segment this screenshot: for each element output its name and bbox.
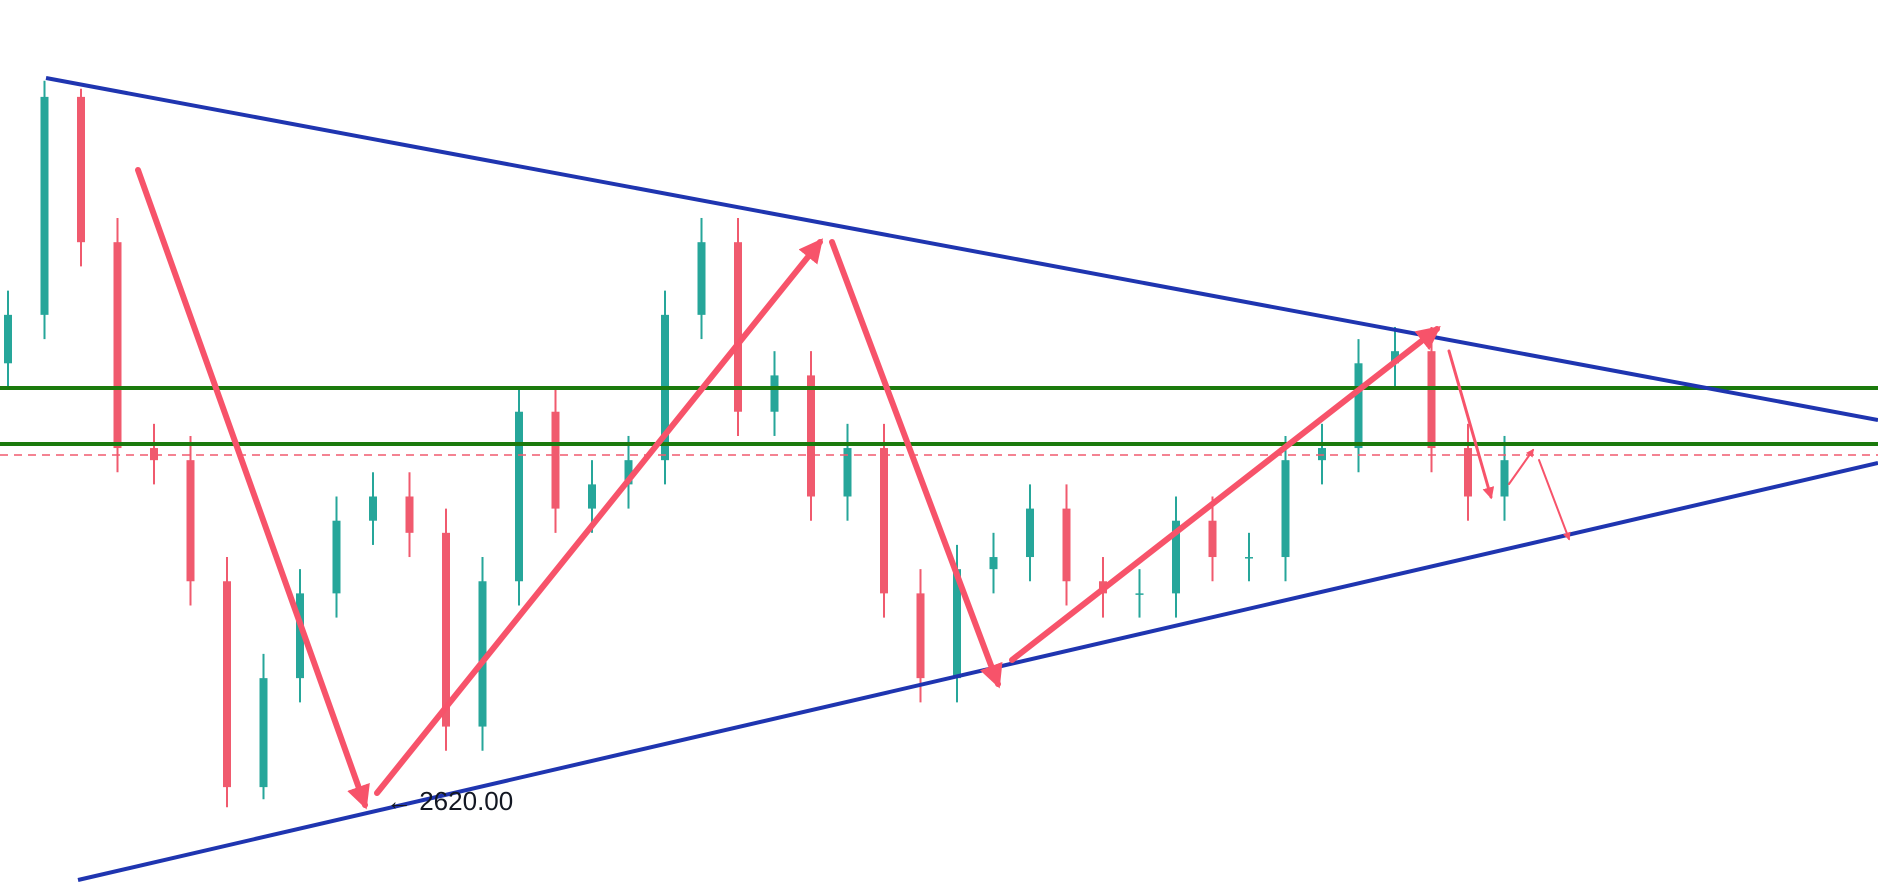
arrow xyxy=(829,239,1003,689)
candle-body xyxy=(150,448,158,461)
candle-body xyxy=(989,557,998,570)
lower-trendline xyxy=(77,461,1878,882)
price-annotation: ← 2620.00 xyxy=(386,786,513,816)
candle-body xyxy=(1281,460,1290,558)
candle-body xyxy=(1245,557,1253,559)
candle-body xyxy=(1500,460,1509,497)
candle-body xyxy=(296,593,304,679)
arrow xyxy=(1009,326,1441,663)
candle-body xyxy=(624,460,633,485)
candle-body xyxy=(405,496,414,533)
candle-body xyxy=(332,520,341,594)
candle-body xyxy=(40,96,49,315)
candle-body xyxy=(1062,508,1071,582)
candle-body xyxy=(515,411,523,582)
arrow xyxy=(374,238,824,796)
candle-body xyxy=(551,411,560,509)
candle-body xyxy=(770,375,779,412)
candle-body xyxy=(1172,520,1180,594)
candle-body xyxy=(807,375,815,497)
candle-body xyxy=(223,581,231,788)
candle-body xyxy=(843,448,852,497)
upper-trendline xyxy=(45,76,1878,422)
candle-body xyxy=(1135,593,1144,595)
candle-body xyxy=(953,569,961,679)
candle-body xyxy=(77,96,85,243)
drawings xyxy=(0,76,1878,882)
arrow xyxy=(135,167,370,810)
candle-body xyxy=(442,532,450,727)
candle-body xyxy=(186,460,195,582)
arrow xyxy=(1447,349,1495,500)
candle-body xyxy=(478,581,487,727)
candle-body xyxy=(1026,508,1034,558)
arrow xyxy=(1538,459,1571,541)
candle-body xyxy=(1464,448,1472,497)
candle-body xyxy=(1354,363,1363,449)
candle-body xyxy=(697,242,706,315)
candle-body xyxy=(734,242,742,412)
candle-body xyxy=(1427,351,1436,449)
candle-body xyxy=(1318,448,1326,461)
candle-body xyxy=(369,496,377,521)
candle-body xyxy=(4,314,12,364)
arrow xyxy=(1508,448,1534,485)
candle-body xyxy=(1391,351,1399,364)
candle-body xyxy=(880,448,888,594)
candle-body xyxy=(259,678,268,788)
candle-body xyxy=(1208,520,1217,558)
candle-body xyxy=(113,242,122,449)
candle-body xyxy=(588,484,596,509)
candle-body xyxy=(916,593,925,679)
